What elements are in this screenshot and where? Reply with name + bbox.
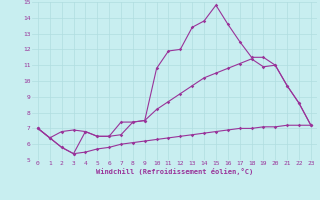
X-axis label: Windchill (Refroidissement éolien,°C): Windchill (Refroidissement éolien,°C) [96,168,253,175]
